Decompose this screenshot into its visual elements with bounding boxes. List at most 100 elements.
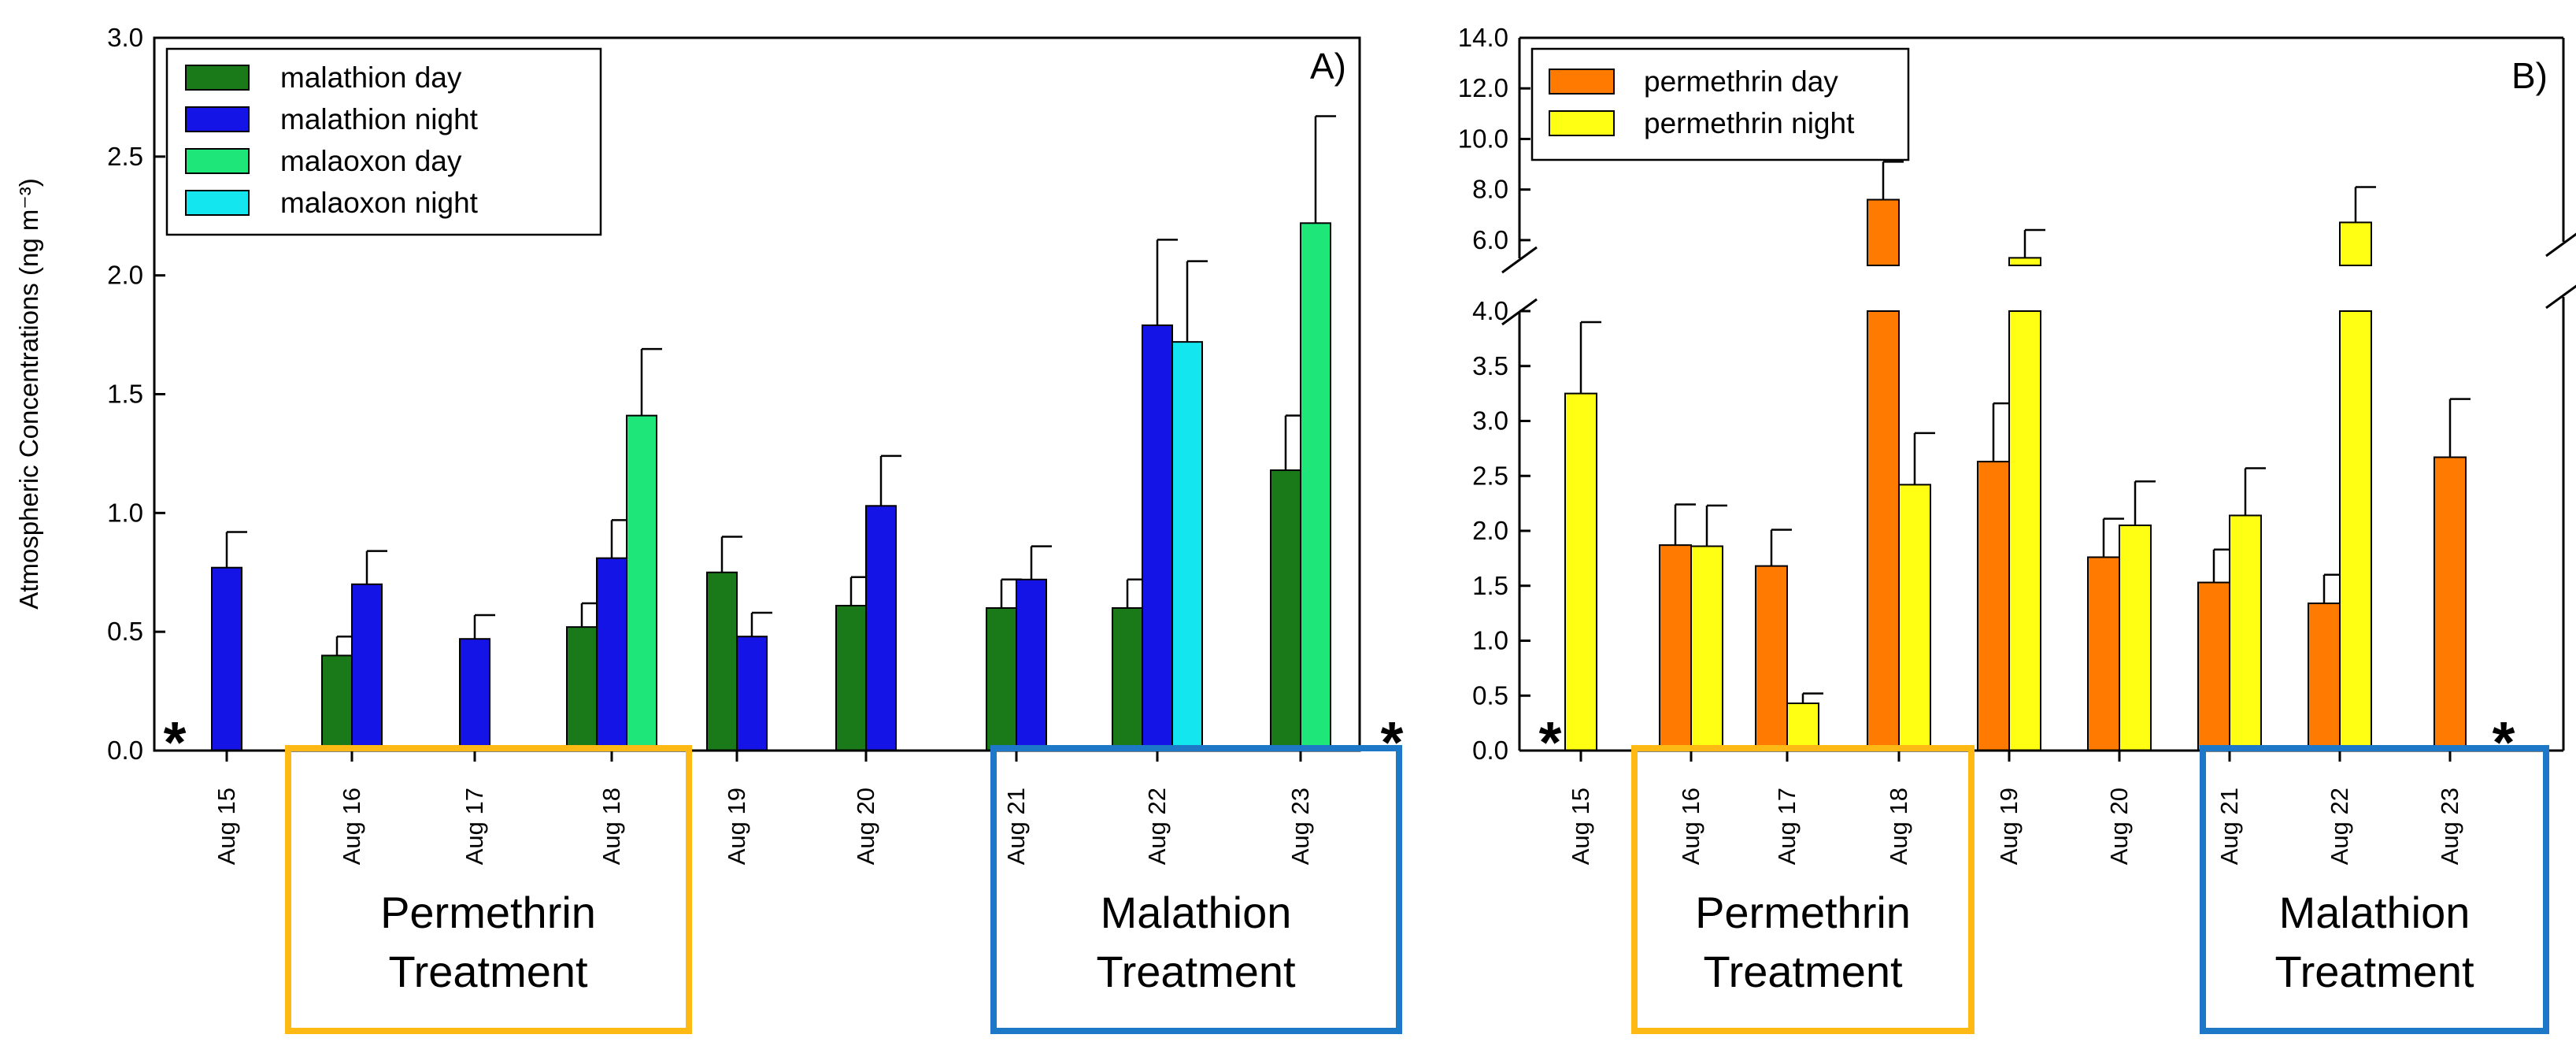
panel-b-malathion-treatment-box	[2200, 745, 2549, 1034]
legend-swatch-malathion-night	[185, 106, 250, 132]
x-tick-label-aug-19: Aug 19	[723, 788, 750, 865]
y-tick-label: 2.5	[1472, 461, 1508, 490]
bar-permethrin-day-aug-19	[1977, 461, 2010, 751]
panel-b-permethrin-treatment-line1: Permethrin	[1695, 888, 1911, 937]
bar-permethrin-night-aug-17	[1786, 703, 1819, 752]
bar-upper-permethrin-day-aug-18	[1867, 198, 1900, 266]
x-tick-label-aug-22: Aug 22	[2326, 788, 2353, 865]
y-tick-label: 1.0	[1472, 626, 1508, 655]
x-tick-label-aug-23: Aug 23	[2436, 788, 2463, 865]
y-tick-label: 2.5	[107, 142, 143, 171]
y-tick-label: 14.0	[1458, 23, 1508, 52]
y-tick-label: 0.0	[1472, 736, 1508, 765]
bar-malathion-night-aug-20	[865, 505, 897, 751]
x-tick-label-aug-19: Aug 19	[1995, 788, 2023, 865]
panel-a-bars	[211, 115, 1336, 752]
bar-malathion-night-aug-22	[1142, 324, 1173, 751]
y-tick-label: 2.0	[107, 261, 143, 290]
legend-swatch-permethrin-night	[1549, 110, 1615, 136]
bar-permethrin-day-aug-20	[2087, 556, 2120, 751]
panel-a-permethrin-treatment-box	[285, 745, 692, 1034]
panel-b-marker-left: *	[1539, 710, 1562, 775]
panel-a-permethrin-treatment-line2: Treatment	[388, 947, 588, 996]
bar-permethrin-day-aug-16	[1659, 544, 1692, 751]
bar-malaoxon-night-aug-22	[1171, 341, 1203, 751]
bar-permethrin-night-aug-20	[2119, 525, 2152, 752]
legend-swatch-malaoxon-night	[185, 190, 250, 216]
x-tick-label-aug-23: Aug 23	[1286, 788, 1314, 865]
panel-a-malathion-treatment-line1: Malathion	[1101, 888, 1292, 937]
x-tick-label-aug-18: Aug 18	[1885, 788, 1912, 865]
y-tick-label: 0.5	[107, 617, 143, 646]
bar-malathion-day-aug-23	[1270, 469, 1301, 751]
panel-b: 0.0 0.5 1.0 1.5 2.0 2.5 3.0 3.5 4.0 6.0 8.0 10.0 12.…	[1458, 23, 2576, 1034]
y-tick-label: 3.0	[1472, 406, 1508, 436]
y-tick-label: 3.0	[107, 23, 143, 52]
legend-swatch-malathion-day	[185, 65, 250, 91]
bar-permethrin-day-aug-23	[2434, 456, 2467, 751]
y-axis-title: Atmospheric Concentrations (ng m⁻³)	[14, 178, 43, 609]
y-tick-label: 2.0	[1472, 516, 1508, 545]
panel-b-break-right-1	[2545, 232, 2576, 258]
x-tick-label-aug-20: Aug 20	[2105, 788, 2133, 865]
y-tick-label: 0.5	[1472, 680, 1508, 710]
x-tick-label-aug-21: Aug 21	[2215, 788, 2243, 865]
panel-b-marker-right: *	[2493, 710, 2515, 775]
x-tick-label-aug-22: Aug 22	[1143, 788, 1171, 865]
panel-b-label: B)	[2511, 55, 2548, 96]
legend-label-malaoxon-day: malaoxon day	[280, 145, 462, 177]
x-tick-label-aug-21: Aug 21	[1002, 788, 1030, 865]
y-tick-label: 10.0	[1458, 124, 1508, 153]
bar-permethrin-night-aug-18	[1898, 484, 1931, 751]
bar-permethrin-day-aug-22	[2308, 603, 2341, 751]
legend-box	[1530, 47, 1910, 161]
x-tick-label-aug-15: Aug 15	[1567, 788, 1594, 865]
bar-permethrin-night-aug-21	[2229, 514, 2262, 751]
bar-malathion-day-aug-18	[566, 626, 598, 752]
x-tick-label-aug-15: Aug 15	[213, 788, 240, 865]
y-tick-label: 3.5	[1472, 351, 1508, 380]
x-tick-label-aug-20: Aug 20	[852, 788, 879, 865]
y-tick-label: 4.0	[1472, 296, 1508, 325]
panel-a-malathion-treatment-line2: Treatment	[1096, 947, 1296, 996]
legend-swatch-permethrin-day	[1549, 69, 1615, 95]
y-tick-label: 8.0	[1472, 175, 1508, 204]
bar-malathion-night-aug-21	[1016, 578, 1047, 751]
bar-malathion-day-aug-16	[321, 654, 353, 751]
legend-label-permethrin-day: permethrin day	[1644, 65, 1838, 98]
bar-malaoxon-day-aug-18	[626, 414, 657, 752]
bar-upper-permethrin-night-aug-22	[2339, 221, 2372, 266]
legend-label-malathion-day: malathion day	[280, 61, 462, 94]
panel-b-permethrin-treatment-line2: Treatment	[1703, 947, 1903, 996]
y-tick-label: 12.0	[1458, 73, 1508, 102]
bar-permethrin-night-aug-15	[1564, 392, 1597, 751]
panel-a: Atmospheric Concentrations (ng m⁻³) 0.0 0…	[14, 23, 1404, 1034]
bar-malathion-night-aug-17	[459, 638, 490, 752]
bar-permethrin-night-aug-16	[1690, 545, 1723, 752]
x-tick-label-aug-17: Aug 17	[461, 788, 488, 865]
panel-a-label: A)	[1310, 46, 1346, 87]
panel-b-legend: permethrin day permethrin night	[1530, 47, 1910, 161]
panel-b-bars	[1564, 161, 2471, 752]
panel-b-break-right-2	[2545, 284, 2576, 310]
panel-b-malathion-treatment-line1: Malathion	[2279, 888, 2471, 937]
y-tick-label: 0.0	[107, 736, 143, 765]
panel-b-break-left-1	[1501, 246, 1538, 274]
x-tick-label-aug-16: Aug 16	[1677, 788, 1704, 865]
panel-a-malathion-treatment-box	[990, 745, 1402, 1034]
bar-malathion-day-aug-22	[1112, 607, 1143, 751]
bar-permethrin-day-aug-17	[1755, 565, 1788, 752]
bar-malathion-day-aug-21	[986, 607, 1017, 751]
bar-malaoxon-day-aug-23	[1300, 222, 1331, 751]
panel-b-malathion-treatment-line2: Treatment	[2274, 947, 2474, 996]
x-tick-label-aug-17: Aug 17	[1773, 788, 1801, 865]
y-tick-label: 1.5	[1472, 571, 1508, 600]
y-tick-label: 1.0	[107, 498, 143, 527]
legend-swatch-malaoxon-day	[185, 148, 250, 174]
panel-a-marker-left: *	[164, 710, 187, 775]
legend-label-malathion-night: malathion night	[280, 103, 479, 135]
y-tick-label: 6.0	[1472, 225, 1508, 254]
bar-upper-permethrin-night-aug-19	[2008, 257, 2041, 267]
bar-lower-permethrin-day-aug-18	[1867, 310, 1900, 751]
